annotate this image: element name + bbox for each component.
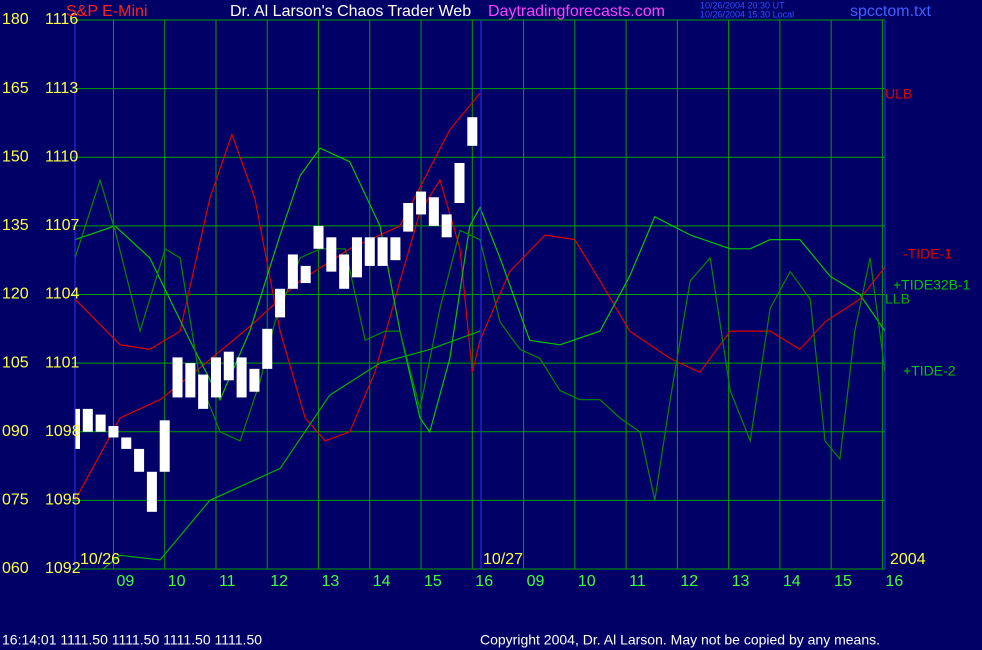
y2-tick-label: 1113: [45, 80, 78, 97]
y-tick-label: 150: [2, 148, 29, 165]
x-tick-label: 14: [783, 573, 801, 590]
price-bar: [454, 162, 465, 203]
y2-tick-label: 1116: [45, 11, 78, 28]
y-tick-label: 105: [2, 354, 29, 371]
price-bar: [428, 197, 439, 226]
x-tick-label: 14: [373, 573, 391, 590]
price-bar: [364, 237, 375, 266]
y-tick-label: 075: [2, 492, 29, 509]
timestamp: 10/26/2004 20:30 UT: [700, 0, 785, 10]
price-bar: [172, 357, 183, 398]
price-bar: [223, 351, 234, 381]
chart-title: Dr. Al Larson's Chaos Trader Web: [230, 3, 471, 20]
price-bar: [416, 191, 427, 215]
price-name: S&P E-Mini: [66, 3, 148, 20]
x-tick-label: 09: [116, 573, 134, 590]
timestamp: 10/26/2004 15:30 Local: [700, 9, 794, 19]
price-bar: [108, 426, 119, 438]
y-tick-label: 120: [2, 286, 29, 303]
series-line: [102, 330, 481, 569]
y2-tick-label: 1110: [45, 148, 78, 165]
x-tick-label: 13: [732, 573, 750, 590]
series-label: -TIDE-1: [903, 246, 952, 262]
x-tick-label: 10: [168, 573, 186, 590]
series-line: [75, 178, 885, 501]
x-tick-label: 10: [578, 573, 596, 590]
copyright: Copyright 2004, Dr. Al Larson. May not b…: [480, 632, 880, 648]
y-tick-label: 135: [2, 217, 29, 234]
price-bar: [441, 214, 452, 238]
price-bar: [159, 420, 170, 472]
y-tick-label: 165: [2, 80, 29, 97]
price-bar: [390, 237, 401, 261]
price-bar: [326, 237, 337, 272]
x-tick-label: 13: [322, 573, 340, 590]
labels: 060 075 090 105 120 135 150 165 180 1092 1095 1098 1…: [2, 11, 971, 590]
grid: [72, 19, 885, 570]
date-label: 2004: [890, 551, 926, 568]
price-bar: [82, 408, 93, 432]
price-bar: [339, 254, 350, 289]
series-label: +TIDE-2: [903, 363, 956, 379]
quote: 16:14:01 1111.50 1111.50 1111.50 1111.50: [2, 632, 262, 648]
y2-tick-label: 1092: [45, 560, 81, 577]
price-bar: [75, 408, 80, 449]
plot-area: [75, 92, 885, 569]
y2-tick-label: 1104: [45, 286, 80, 303]
x-tick-label: 11: [629, 573, 646, 590]
price-bar: [262, 328, 273, 369]
y-tick-label: 180: [2, 11, 29, 28]
price-bar: [351, 237, 362, 278]
y-tick-label: 090: [2, 423, 29, 440]
series-line: [75, 132, 885, 442]
x-tick-label: 11: [219, 573, 236, 590]
price-bar: [95, 414, 106, 432]
series-line: [75, 147, 885, 434]
file-name: spcctom.txt: [850, 3, 931, 20]
site-name: Daytradingforecasts.com: [488, 3, 665, 20]
price-bar: [403, 203, 414, 232]
price-bar: [236, 357, 247, 398]
price-bar: [313, 225, 324, 249]
date-label: 10/26: [80, 551, 120, 568]
x-tick-label: 15: [424, 573, 442, 590]
price-bar: [134, 448, 145, 472]
price-bar: [146, 471, 157, 512]
series-label: ULB: [885, 86, 912, 102]
price-bar: [210, 357, 221, 398]
x-tick-label: 16: [885, 573, 903, 590]
x-tick-label: 12: [270, 573, 288, 590]
x-tick-label: 09: [527, 573, 545, 590]
price-bar: [121, 437, 132, 449]
price-bar: [377, 237, 388, 266]
x-tick-label: 15: [834, 573, 852, 590]
x-tick-label: 12: [680, 573, 698, 590]
series-label: +TIDE32B-1: [893, 277, 971, 293]
y2-tick-label: 1098: [45, 423, 81, 440]
y2-tick-label: 1101: [45, 354, 80, 371]
y2-tick-label: 1095: [45, 492, 81, 509]
price-bar: [249, 368, 260, 392]
price-bar: [300, 265, 311, 284]
price-bar: [185, 363, 196, 398]
date-label: 10/27: [483, 551, 523, 568]
x-tick-label: 16: [475, 573, 493, 590]
price-bar: [275, 288, 286, 318]
series-label: LLB: [885, 291, 910, 307]
y-tick-label: 060: [2, 560, 29, 577]
price-bar: [287, 254, 298, 289]
y2-tick-label: 1107: [45, 217, 80, 234]
price-bar: [198, 374, 209, 409]
price-bar: [467, 117, 478, 146]
